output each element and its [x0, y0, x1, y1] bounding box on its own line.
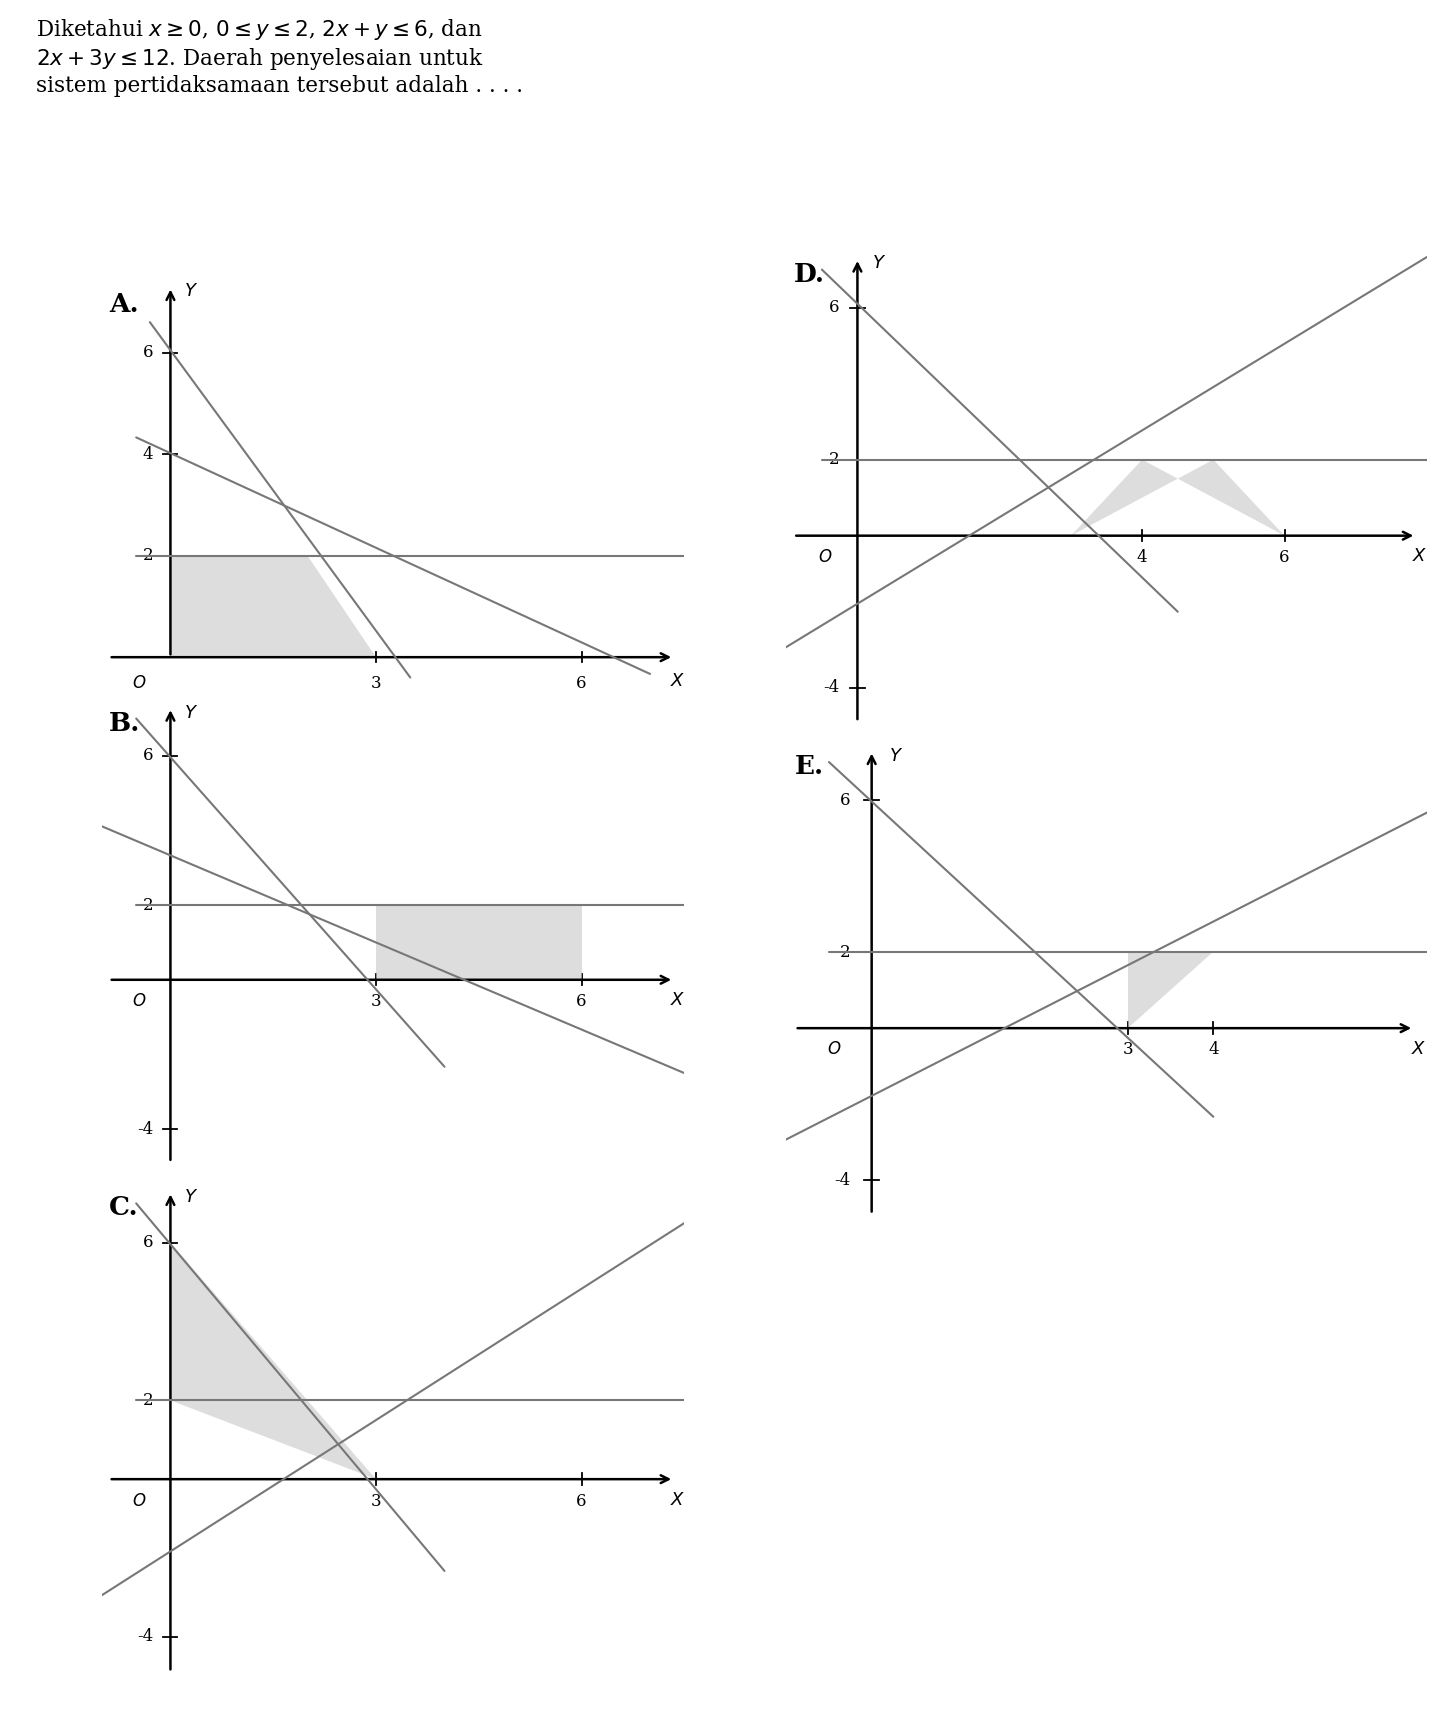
Text: 6: 6	[577, 994, 587, 1009]
Text: 6: 6	[143, 1234, 153, 1251]
Text: A.: A.	[109, 292, 138, 316]
Text: $O$: $O$	[132, 994, 147, 1009]
Text: 2: 2	[828, 451, 840, 468]
Text: 3: 3	[1123, 1042, 1133, 1059]
Text: 3: 3	[371, 994, 381, 1009]
Text: $O$: $O$	[132, 1493, 147, 1510]
Text: 4: 4	[1208, 1042, 1219, 1059]
Text: 6: 6	[1280, 550, 1290, 567]
Text: 2: 2	[143, 548, 153, 563]
Text: $O$: $O$	[827, 1042, 842, 1059]
Text: 3: 3	[371, 676, 381, 691]
Text: 6: 6	[828, 299, 840, 316]
Text: 6: 6	[143, 746, 153, 764]
Text: $X$: $X$	[1412, 548, 1427, 565]
Text: Diketahui $x \geq 0$, $0 \leq y \leq 2$, $2x + y \leq 6$, dan
$2x + 3y \leq 12$.: Diketahui $x \geq 0$, $0 \leq y \leq 2$,…	[36, 17, 523, 97]
Text: $X$: $X$	[1411, 1040, 1425, 1058]
Text: $X$: $X$	[670, 990, 686, 1009]
Text: $Y$: $Y$	[872, 254, 885, 273]
Text: 2: 2	[840, 943, 850, 961]
Text: $Y$: $Y$	[183, 703, 198, 722]
Text: 6: 6	[577, 676, 587, 691]
Text: 6: 6	[840, 791, 850, 809]
Text: D.: D.	[794, 263, 824, 287]
Text: -4: -4	[834, 1172, 850, 1189]
Polygon shape	[376, 905, 581, 980]
Text: 2: 2	[143, 897, 153, 914]
Text: $Y$: $Y$	[183, 1187, 198, 1206]
Text: $O$: $O$	[818, 550, 833, 567]
Text: 6: 6	[577, 1493, 587, 1510]
Text: 6: 6	[143, 344, 153, 361]
Text: $Y$: $Y$	[183, 282, 198, 299]
Text: $X$: $X$	[670, 672, 686, 691]
Polygon shape	[1072, 460, 1284, 536]
Text: -4: -4	[137, 1628, 153, 1645]
Text: B.: B.	[109, 710, 140, 736]
Polygon shape	[1128, 952, 1213, 1028]
Text: -4: -4	[137, 1120, 153, 1137]
Text: 3: 3	[371, 1493, 381, 1510]
Text: 4: 4	[143, 446, 153, 463]
Text: 4: 4	[1137, 550, 1147, 567]
Polygon shape	[170, 556, 376, 657]
Text: -4: -4	[824, 679, 840, 696]
Text: $X$: $X$	[670, 1491, 686, 1509]
Text: E.: E.	[795, 755, 824, 779]
Text: $O$: $O$	[132, 676, 147, 691]
Text: 2: 2	[143, 1391, 153, 1408]
Text: C.: C.	[109, 1196, 138, 1220]
Polygon shape	[170, 1242, 376, 1479]
Text: $Y$: $Y$	[888, 746, 903, 766]
